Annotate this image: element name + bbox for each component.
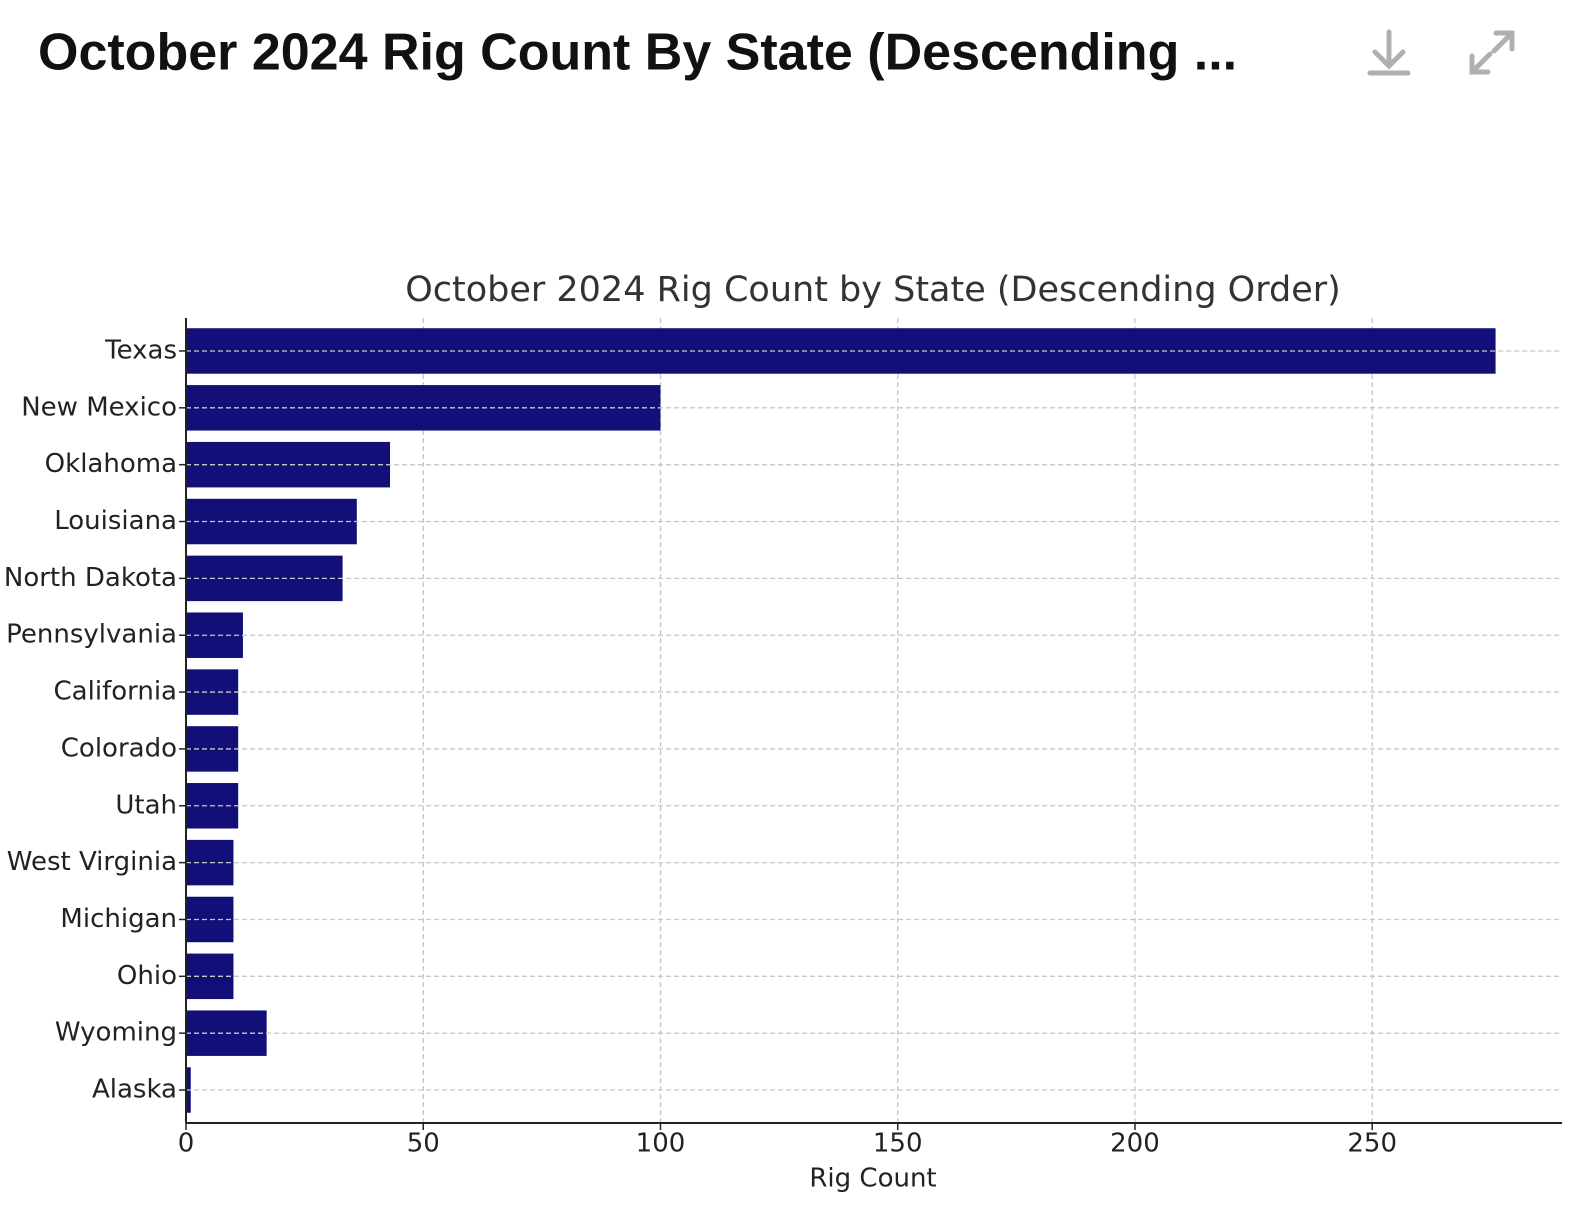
y-tick-label: Michigan bbox=[60, 904, 177, 934]
y-tick-label: Utah bbox=[115, 790, 177, 820]
x-tick-label: 250 bbox=[1347, 1129, 1397, 1159]
y-tick-label: Texas bbox=[104, 335, 177, 365]
y-tick-label: North Dakota bbox=[4, 563, 177, 593]
x-tick-label: 50 bbox=[407, 1129, 440, 1159]
x-tick-label: 100 bbox=[636, 1129, 686, 1159]
y-tick-label: New Mexico bbox=[21, 392, 177, 422]
chart-title: October 2024 Rig Count by State (Descend… bbox=[405, 270, 1341, 310]
bar bbox=[186, 441, 391, 488]
x-tick-label: 0 bbox=[178, 1129, 195, 1159]
y-tick-label: Wyoming bbox=[55, 1018, 177, 1048]
y-tick-label: West Virginia bbox=[7, 847, 177, 877]
bar bbox=[186, 839, 234, 886]
y-tick-label: Oklahoma bbox=[45, 449, 177, 479]
y-tick-label: Ohio bbox=[117, 961, 177, 991]
expand-button[interactable] bbox=[1469, 30, 1515, 75]
y-tick-label: Colorado bbox=[61, 733, 177, 763]
download-button[interactable] bbox=[1367, 29, 1411, 76]
bar bbox=[186, 953, 234, 1000]
y-tick-label: Pennsylvania bbox=[6, 620, 177, 650]
y-tick-label: Louisiana bbox=[54, 506, 177, 536]
bar bbox=[186, 555, 343, 602]
bar bbox=[186, 896, 234, 943]
y-tick-label: California bbox=[54, 677, 177, 707]
x-tick-label: 200 bbox=[1110, 1129, 1160, 1159]
x-tick-label: 150 bbox=[873, 1129, 923, 1159]
header-title: October 2024 Rig Count By State (Descend… bbox=[38, 24, 1237, 82]
y-tick-label: Alaska bbox=[92, 1075, 177, 1105]
x-axis-label: Rig Count bbox=[809, 1164, 936, 1194]
